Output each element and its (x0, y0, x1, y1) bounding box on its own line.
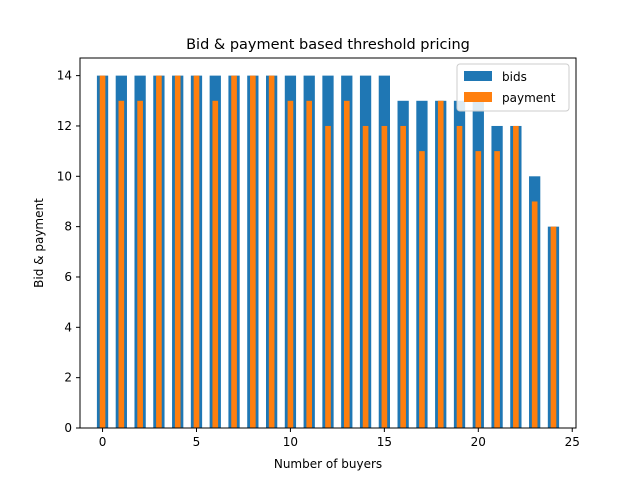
y-tick-label-0: 0 (64, 421, 72, 435)
x-tick-label-5: 5 (193, 435, 201, 449)
bar-payment-1 (118, 100, 125, 428)
bar-payment-2 (137, 100, 143, 428)
x-tick-label-20: 20 (471, 435, 486, 449)
legend-swatch-payment (464, 92, 492, 102)
y-axis-label: Bid & payment (32, 198, 46, 288)
y-tick-label-12: 12 (57, 119, 72, 133)
bar-payment-20 (475, 151, 482, 428)
y-ticks: 0 2 4 6 8 10 12 14 (57, 69, 80, 435)
x-tick-label-0: 0 (99, 435, 107, 449)
bar-payment-7 (231, 75, 237, 429)
legend-label-payment: payment (502, 91, 556, 105)
bars-layer (96, 75, 560, 429)
bar-payment-23 (531, 201, 538, 428)
bar-payment-21 (494, 151, 500, 428)
plot-frame (79, 57, 577, 429)
bar-payment-22 (513, 125, 519, 429)
bar-payment-16 (400, 125, 406, 429)
x-tick-label-25: 25 (565, 435, 580, 449)
x-tick-label-15: 15 (377, 435, 392, 449)
bar-payment-24 (550, 226, 557, 428)
bar-payment-14 (362, 125, 369, 429)
bar-payment-10 (287, 100, 294, 428)
legend: bids payment (456, 63, 570, 112)
bar-payment-0 (99, 75, 106, 429)
bar-payment-15 (381, 125, 388, 429)
bar-payment-9 (268, 75, 275, 429)
y-tick-label-10: 10 (57, 169, 72, 183)
y-tick-label-2: 2 (64, 371, 72, 385)
legend-swatch-bids (464, 71, 492, 81)
bar-payment-12 (325, 125, 331, 429)
bar-payment-19 (456, 125, 463, 429)
chart-title: Bid & payment based threshold pricing (186, 37, 470, 53)
bar-payment-4 (174, 75, 181, 429)
bar-payment-17 (419, 151, 425, 428)
bar-payment-8 (250, 75, 256, 429)
bar-payment-11 (306, 100, 313, 428)
bar-payment-3 (156, 75, 162, 429)
x-ticks: 0 5 10 15 20 25 (99, 428, 580, 449)
y-tick-label-6: 6 (64, 270, 72, 284)
y-tick-label-4: 4 (64, 320, 72, 334)
bar-payment-13 (343, 100, 350, 428)
legend-label-bids: bids (502, 70, 527, 84)
y-tick-label-14: 14 (57, 69, 72, 83)
y-tick-label-8: 8 (64, 220, 72, 234)
x-tick-label-10: 10 (283, 435, 298, 449)
bar-payment-6 (212, 100, 219, 428)
bar-payment-18 (437, 100, 444, 428)
x-axis-label: Number of buyers (274, 457, 382, 471)
bar-payment-5 (193, 75, 200, 429)
